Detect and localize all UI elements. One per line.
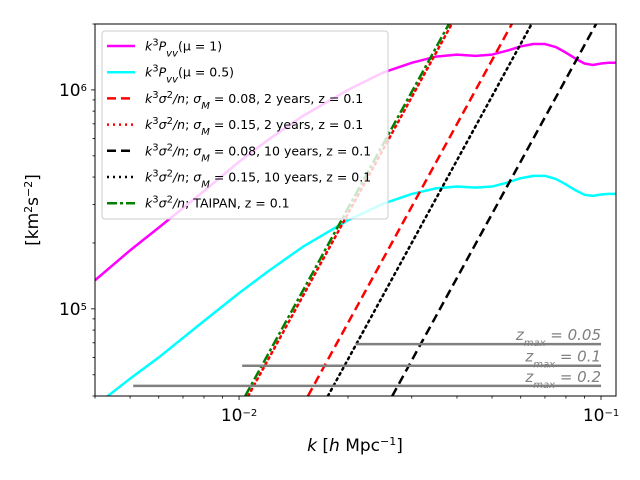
legend-label-pvv_mu1: k3Pvv(μ = 1) — [145, 37, 222, 59]
legend: k3Pvv(μ = 1) k3Pvv(μ = 0.5) k3σ2/n; σM = 0… — [101, 30, 389, 220]
x-axis-label: k [h Mpc−1] — [307, 435, 403, 457]
legend-label-noise_015_10y: k3σ2/n; σM = 0.15, 10 years, z = 0.1 — [145, 168, 371, 190]
y-tick-label: 106 — [59, 81, 87, 101]
legend-label-pvv_mu05: k3Pvv(μ = 0.5) — [145, 63, 234, 85]
legend-entries: k3Pvv(μ = 1) k3Pvv(μ = 0.5) k3σ2/n; σM = 0… — [107, 37, 371, 211]
legend-label-noise_008_2y: k3σ2/n; σM = 0.08, 2 years, z = 0.1 — [145, 89, 363, 111]
series-line-noise_008_10y — [391, 24, 598, 396]
zmax-label-1: zmax = 0.1 — [524, 348, 601, 371]
x-tick-label: 10−2 — [221, 406, 257, 426]
series-line-noise_015_10y — [326, 24, 533, 396]
legend-label-noise_008_10y: k3σ2/n; σM = 0.08, 10 years, z = 0.1 — [145, 142, 371, 164]
plot-frame — [94, 23, 617, 397]
legend-frame — [101, 30, 389, 220]
series-line-noise_008_2y — [306, 24, 513, 396]
ticks-layer: 10−2 10−1 105 106 — [59, 23, 619, 426]
series-line-pvv_mu05 — [105, 174, 616, 396]
svg-text:k [h Mpc−1]: k [h Mpc−1] — [307, 435, 403, 457]
zmax-label-2: zmax = 0.2 — [524, 368, 601, 391]
legend-label-noise_015_2y: k3σ2/n; σM = 0.15, 2 years, z = 0.1 — [145, 116, 363, 138]
legend-label-noise_taipan: k3σ2/n; TAIPAN, z = 0.1 — [145, 194, 290, 211]
x-tick-label: 10−1 — [583, 406, 619, 426]
zmax-label-0: zmax = 0.05 — [515, 326, 601, 349]
y-tick-label: 105 — [59, 300, 87, 320]
